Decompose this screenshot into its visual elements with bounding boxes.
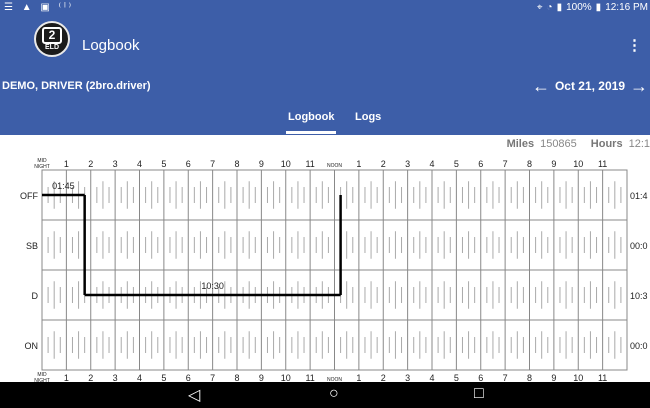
tab-logbook[interactable]: Logbook (285, 111, 337, 134)
row-label-off: OFF (20, 191, 38, 201)
segment-duration-label: 01:45 (52, 181, 75, 191)
app-title: Logbook (82, 37, 140, 54)
hour-label-bottom: 5 (454, 373, 459, 382)
hour-label-top: 1 (356, 159, 361, 169)
log-summary: Miles 150865 Hours 12:1 (507, 138, 650, 152)
hour-label-bottom: 10 (281, 373, 291, 382)
hour-label-bottom: 1 (356, 373, 361, 382)
hour-label-top: 3 (405, 159, 410, 169)
hour-label-top: 9 (551, 159, 556, 169)
driver-bar: DEMO, DRIVER (2bro.driver) ← Oct 21, 201… (0, 74, 650, 102)
back-nav-icon[interactable]: ◁ (188, 387, 201, 404)
hour-label-top: 8 (527, 159, 532, 169)
hour-label-top: 4 (429, 159, 434, 169)
hour-label-top: 4 (137, 159, 142, 169)
home-nav-icon[interactable]: ○ (329, 385, 339, 402)
app-logo: 2 ELD (34, 21, 70, 57)
date-navigator: ← Oct 21, 2019 → (531, 76, 648, 96)
logo-sub: ELD (45, 44, 59, 51)
hour-label-bottom: 11 (305, 373, 314, 382)
recents-nav-icon[interactable]: □ (474, 385, 484, 402)
wifi-icon: ◔ (546, 2, 553, 13)
row-label-on: ON (25, 341, 39, 351)
logo-number: 2 (42, 27, 62, 44)
hour-label-bottom: 3 (405, 373, 410, 382)
row-total-sb: 00:0 (630, 241, 648, 251)
hour-label-bottom: 9 (551, 373, 556, 382)
hour-label-top: 11 (305, 159, 314, 169)
hour-label-top: 11 (598, 159, 607, 169)
tab-logs[interactable]: Logs (355, 111, 382, 123)
status-bar: ☰ ▲ ▣ ⁽ˡ⁾ ⌖ ◔ ▮ 100% ▮ 12:16 PM (0, 0, 650, 16)
hour-label-top: 3 (113, 159, 118, 169)
segment-duration-label: 10:30 (201, 281, 224, 291)
hour-label-top: 10 (281, 159, 291, 169)
status-time: 12:16 PM (605, 2, 648, 13)
hour-label-bottom: 2 (381, 373, 386, 382)
app-bar: 2 ELD Logbook ⋮ (0, 16, 650, 74)
hour-label-bottom: 4 (429, 373, 434, 382)
hour-label-top: 10 (573, 159, 583, 169)
hour-label-top: 6 (478, 159, 483, 169)
row-label-d: D (32, 291, 39, 301)
hour-label-bottom: 2 (88, 373, 93, 382)
hour-label-bottom: NOON (327, 377, 342, 382)
status-right: ⌖ ◔ ▮ 100% ▮ 12:16 PM (537, 2, 648, 13)
row-total-off: 01:4 (630, 191, 648, 201)
hours-label: Hours (590, 138, 623, 150)
hour-label-top: NOON (327, 163, 342, 169)
hour-label-bottom: 8 (527, 373, 532, 382)
hour-label-bottom: 3 (113, 373, 118, 382)
hour-label-top: 6 (186, 159, 191, 169)
log-date: Oct 21, 2019 (554, 79, 625, 93)
hour-label-top: NIGHT (34, 164, 50, 170)
row-total-d: 10:3 (630, 291, 648, 301)
hour-label-bottom: 11 (598, 373, 607, 382)
driver-name: DEMO, DRIVER (2bro.driver) (2, 80, 151, 92)
miles-label: Miles (506, 138, 535, 150)
hour-label-top: 9 (259, 159, 264, 169)
battery-percent: 100% (566, 2, 592, 13)
hour-label-bottom: 8 (234, 373, 239, 382)
hour-label-top: 2 (88, 159, 93, 169)
hour-label-bottom: 5 (161, 373, 166, 382)
hour-label-bottom: 7 (210, 373, 215, 382)
miles-value: 150865 (540, 138, 577, 150)
hour-label-bottom: 4 (137, 373, 142, 382)
signal-icon: ▮ (556, 2, 563, 13)
hour-label-bottom: 7 (503, 373, 508, 382)
location-icon: ⌖ (536, 2, 543, 13)
row-total-on: 00:0 (630, 341, 648, 351)
previous-day-arrow-icon[interactable]: ← (531, 76, 550, 96)
hour-label-top: 7 (210, 159, 215, 169)
hour-label-top: 5 (454, 159, 459, 169)
hour-label-top: MID (37, 158, 47, 164)
hour-label-top: 7 (503, 159, 508, 169)
hour-label-bottom: NIGHT (34, 378, 50, 382)
battery-icon: ▮ (595, 2, 602, 13)
hours-value: 12:1 (628, 138, 650, 150)
hour-label-top: 8 (234, 159, 239, 169)
hour-label-bottom: 1 (64, 373, 69, 382)
hour-label-top: 5 (161, 159, 166, 169)
hour-label-bottom: MID (37, 372, 47, 378)
android-nav-bar: ◁ ○ □ (0, 382, 650, 408)
next-day-arrow-icon[interactable]: → (630, 76, 648, 96)
overflow-menu-icon[interactable]: ⋮ (627, 37, 642, 54)
duty-graph-svg: MIDNIGHTMIDNIGHT112233445566778899101011… (20, 158, 648, 384)
row-label-sb: SB (26, 241, 38, 251)
hour-label-bottom: 10 (573, 373, 583, 382)
tab-bar: Logbook Logs (0, 102, 650, 135)
status-left-icons: ☰ ▲ ▣ ⁽ˡ⁾ (4, 2, 75, 13)
hour-label-bottom: 6 (186, 373, 191, 382)
hour-label-top: 2 (381, 159, 386, 169)
hour-label-bottom: 9 (259, 373, 264, 382)
hour-label-bottom: 6 (478, 373, 483, 382)
hour-label-top: 1 (64, 159, 69, 169)
duty-status-graph[interactable]: MID NIGHT MID NIGHT 1 1 2 2 3 3 4 4 5 5 6 6 7 7 8 8 9 9 10 10 11… (0, 154, 650, 384)
